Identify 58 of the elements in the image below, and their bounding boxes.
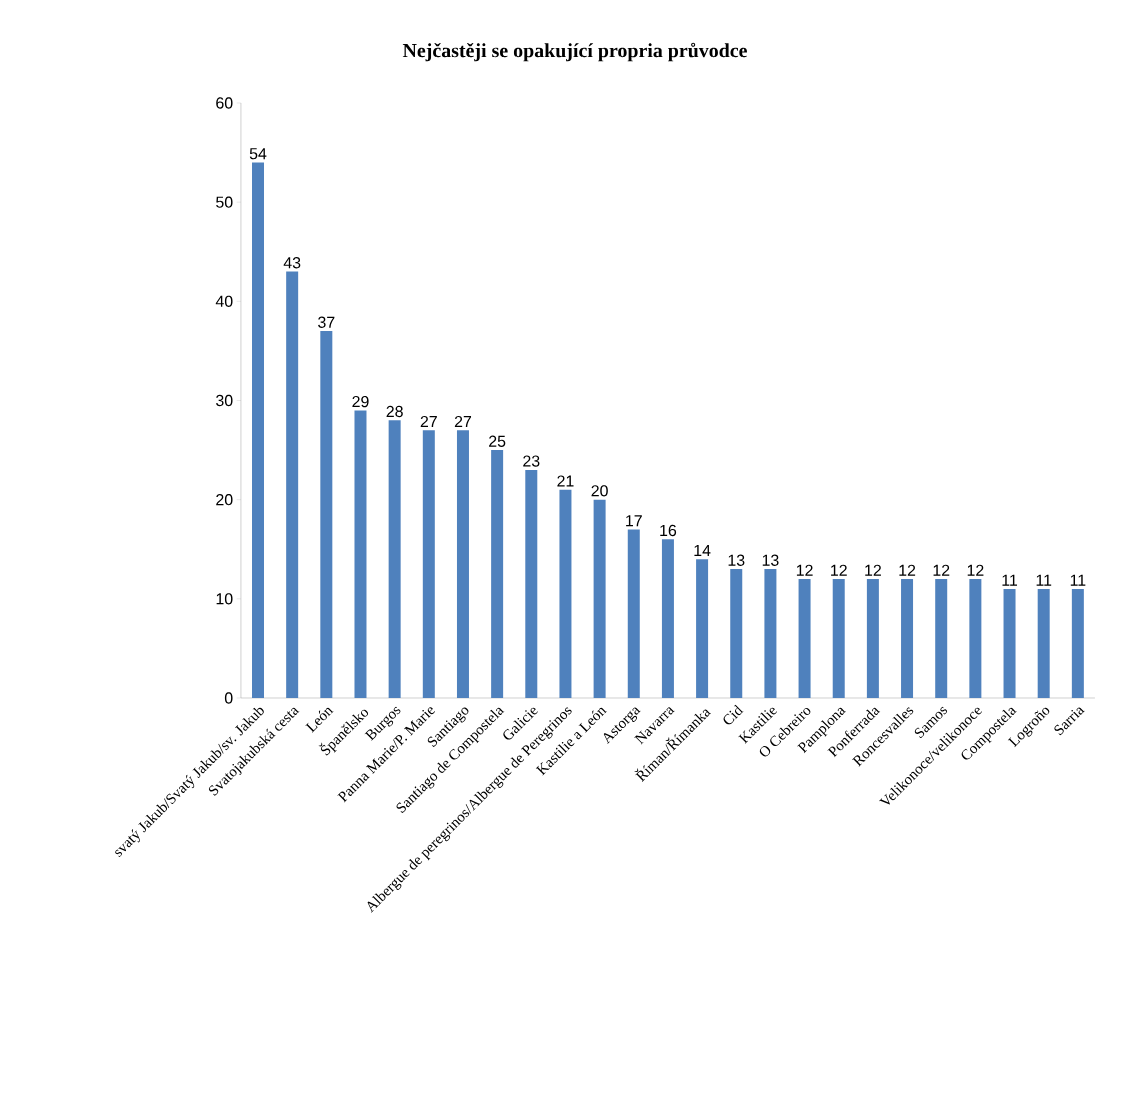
data-label: 13	[728, 554, 745, 566]
data-label: 23	[523, 455, 540, 467]
bar	[969, 578, 982, 698]
bar	[730, 569, 743, 698]
bar	[627, 529, 640, 698]
bar	[491, 450, 504, 698]
bar	[456, 430, 469, 698]
bar	[764, 569, 777, 698]
bar	[832, 578, 845, 698]
data-label: 27	[454, 415, 472, 428]
bar	[422, 430, 435, 698]
data-label: 14	[694, 544, 711, 556]
bar	[593, 499, 606, 698]
bar	[1037, 588, 1050, 698]
bar	[866, 578, 879, 698]
bar	[696, 559, 709, 698]
data-label: 37	[318, 316, 335, 328]
bar	[661, 539, 674, 698]
y-tick-label: 30	[216, 394, 233, 407]
bar	[252, 162, 265, 698]
bar	[1003, 588, 1016, 698]
data-label: 17	[626, 515, 642, 527]
y-tick-label: 10	[216, 593, 233, 605]
data-label: 12	[899, 564, 916, 576]
bar	[320, 331, 333, 698]
data-label: 28	[386, 405, 403, 418]
data-label: 11	[1036, 574, 1052, 586]
bar	[388, 420, 401, 698]
data-label: 29	[352, 395, 369, 408]
data-label: 54	[249, 148, 267, 160]
data-label: 12	[967, 564, 984, 576]
bar	[1071, 588, 1084, 698]
data-label: 12	[933, 564, 950, 576]
y-tick-label: 0	[224, 692, 233, 704]
data-label: 13	[762, 554, 779, 566]
bar	[286, 271, 299, 698]
chart-title: Nejčastěji se opakující propria průvodce	[402, 42, 747, 62]
data-label: 11	[1070, 574, 1086, 586]
data-label: 20	[591, 485, 608, 497]
bar	[935, 578, 948, 698]
bar	[901, 578, 914, 698]
data-label: 27	[420, 415, 437, 428]
data-label: 11	[1002, 574, 1018, 586]
y-tick-label: 60	[216, 97, 233, 109]
bar	[354, 410, 367, 698]
y-tick-label: 40	[215, 295, 233, 307]
data-label: 12	[796, 564, 813, 576]
bar	[798, 578, 811, 698]
y-tick-label: 50	[216, 196, 233, 208]
data-label: 12	[865, 564, 881, 576]
data-label: 16	[660, 524, 677, 537]
data-label: 25	[489, 435, 506, 447]
data-label: 43	[283, 257, 301, 269]
data-label: 21	[557, 475, 574, 487]
bar	[559, 489, 572, 698]
data-label: 12	[831, 564, 847, 576]
bar	[525, 469, 538, 698]
y-tick-label: 20	[216, 494, 233, 506]
